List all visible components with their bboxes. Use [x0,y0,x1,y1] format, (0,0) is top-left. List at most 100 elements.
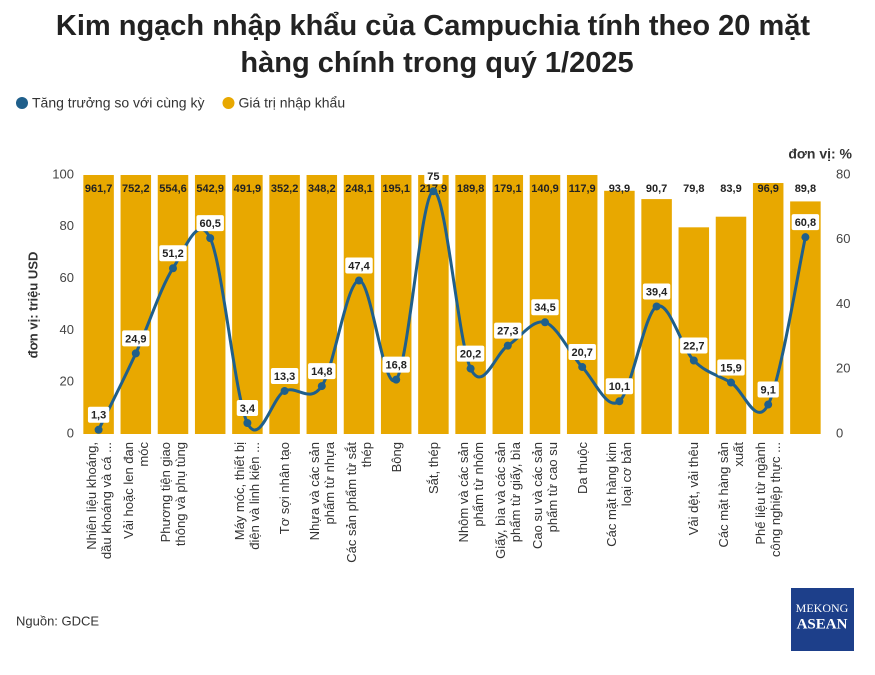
line-label-bg [494,322,522,339]
line-marker [94,425,103,434]
bar [678,227,710,434]
line-value-label: 15,9 [720,362,741,374]
bar [380,175,412,434]
bar [715,216,747,434]
line-marker [466,364,475,373]
line-marker [578,362,587,371]
line-label-bg [345,257,373,274]
legend-marker [222,97,235,109]
line-label-bg [680,337,708,354]
bar-value-label: 90,7 [646,183,667,195]
line-value-label: 39,4 [646,286,668,298]
line-label-bg [717,359,745,376]
x-tick-label: Da thuộc [574,442,590,495]
line-value-label: 16,8 [385,360,406,372]
bar-value-label: 961,7 [85,183,113,195]
bar-value-label: 83,9 [720,183,741,195]
x-tick-label: Các mặt hàng kim loại cơ bản [604,442,635,547]
line-label-bg [122,330,150,347]
y-tick-label: 20 [60,374,74,389]
y-tick-label: 0 [67,425,74,440]
line-marker [727,378,735,387]
bar-value-label: 195,1 [382,183,410,195]
line-value-label: 9,1 [761,384,776,396]
bar-value-label: 93,9 [609,183,630,195]
x-tick-label: Vải dệt, vải thêu [686,442,702,536]
x-tick-label: Máy móc, thiết bị điện và linh kiện ... [232,442,263,550]
bar [492,175,524,434]
bar-value-label: 491,9 [234,183,262,195]
line-value-label: 22,7 [683,340,704,352]
line-value-label: 47,4 [348,260,370,272]
x-tick-label: Các sản phẩm từ sắt thép [344,442,374,563]
line-marker [392,375,401,384]
line-value-label: 60,5 [199,218,220,230]
line-marker [689,356,698,365]
line-value-label: 10,1 [609,381,630,393]
line-label-bg [87,406,110,423]
line-marker [764,400,773,409]
chart-title: Kim ngạch nhập khẩu của Campuchia tính t… [56,10,818,79]
source: Nguồn: GDCE [16,613,99,628]
line-value-label: 20,7 [571,347,592,359]
y2-tick-label: 60 [836,231,850,246]
bar-value-label: 79,8 [683,183,704,195]
y-tick-label: 60 [60,270,74,285]
x-tick-label: Phế liệu từ ngành công nghiệp thực ... [753,442,784,557]
line-value-label: 3,4 [240,403,256,415]
x-tick-label: Nhựa và các sản phẩm từ nhựa [306,442,337,541]
line-marker [280,386,289,395]
bar-value-label: 554,6 [159,183,187,195]
y2-tick-label: 80 [836,166,850,181]
line-label-bg [456,345,485,362]
line-value-label: 27,3 [497,326,518,338]
x-tick-label: Giấy, bìa và các sản phẩm từ giấy, bìa [492,442,523,559]
x-tick-label: Vải hoặc len đan móc [120,442,151,539]
line-value-label: 14,8 [311,366,332,378]
line-label-bg [791,214,820,231]
line-label-bg [159,245,187,262]
bar [306,175,338,434]
line-marker [801,233,810,242]
line-marker [317,382,326,391]
legend-label: Giá trị nhập khẩu [238,95,345,111]
y-tick-label: 40 [60,322,74,337]
line-marker [355,276,363,285]
bar [455,175,486,434]
line-value-label: 34,5 [534,302,555,314]
bar [232,175,263,434]
x-tick-label: Sắt, thép [425,442,441,495]
bar-value-label: 140,9 [531,183,559,195]
legend-label: Tăng trưởng so với cùng kỳ [32,95,204,111]
y2-axis-title: đơn vị: % [788,146,852,162]
plot [83,175,821,434]
logo-text: MEKONG [796,601,849,615]
line-marker [541,318,549,327]
line-value-label: 1,3 [91,410,106,422]
bar-value-label: 348,2 [308,183,336,195]
logo [791,588,854,651]
x-tick-label: Nhôm và các sản phẩm từ nhôm [455,442,486,543]
bar-value-label: 179,1 [494,183,522,195]
bar-value-label: 189,8 [457,183,485,195]
y2-tick-label: 40 [836,296,850,311]
line-value-label: 13,3 [274,371,295,383]
bar [83,175,114,434]
line-value-label: 20,2 [460,349,481,361]
line-value-label: 60,8 [795,217,816,229]
line-marker [652,302,661,311]
y2-tick-label: 0 [836,425,843,440]
line-value-label: 75 [427,171,439,183]
line-label-bg [642,283,671,300]
bar-value-label: 89,8 [795,183,816,195]
bar [529,175,561,434]
bar-value-label: 752,2 [122,183,150,195]
line-label-bg [236,399,259,416]
x-tick-label: Nhiên liệu khoáng, dầu khoáng và cá ... [83,442,114,560]
bar [641,199,672,434]
line-marker [131,349,140,358]
x-tick-label: Tơ sợi nhân tạo [277,442,293,535]
line-label-bg [424,168,443,185]
